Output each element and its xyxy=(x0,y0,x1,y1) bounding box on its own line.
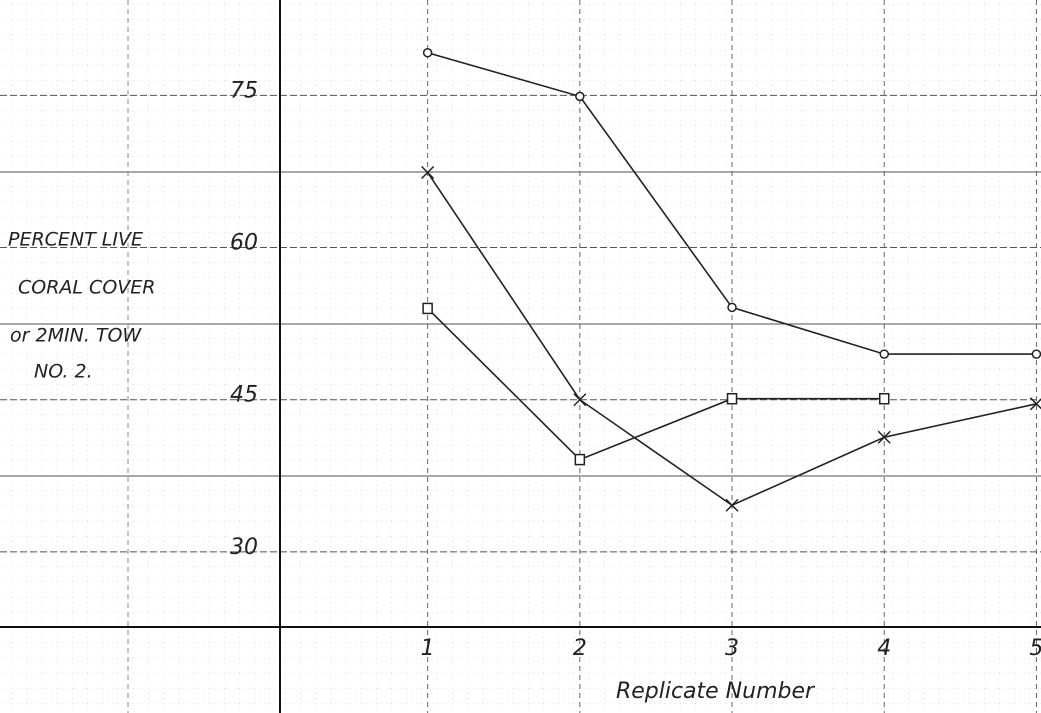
x-tick-label: 5 xyxy=(1029,636,1041,661)
point xyxy=(576,92,584,100)
x-tick-label: 3 xyxy=(725,636,739,661)
point xyxy=(575,455,584,465)
x-tick-label: 1 xyxy=(421,636,435,661)
point xyxy=(424,49,432,57)
point xyxy=(728,394,737,404)
point xyxy=(880,350,888,358)
point xyxy=(728,303,736,311)
y-tick-label: 45 xyxy=(230,383,258,408)
x-tick-label: 4 xyxy=(877,636,891,661)
y-axis-label: CORAL COVER xyxy=(18,277,155,299)
point xyxy=(1032,350,1040,358)
x-tick-label: 2 xyxy=(573,636,587,661)
x-axis-label: Replicate Number xyxy=(616,679,816,704)
point xyxy=(423,303,432,313)
chart: 3045607512345PERCENT LIVECORAL COVERor 2… xyxy=(0,0,1041,713)
y-tick-label: 60 xyxy=(230,231,258,256)
y-tick-label: 30 xyxy=(230,535,258,560)
y-tick-label: 75 xyxy=(230,78,258,103)
y-axis-label: or 2MIN. TOW xyxy=(10,325,142,347)
point xyxy=(880,394,889,404)
y-axis-label: PERCENT LIVE xyxy=(8,229,143,251)
y-axis-label: NO. 2. xyxy=(34,361,93,383)
